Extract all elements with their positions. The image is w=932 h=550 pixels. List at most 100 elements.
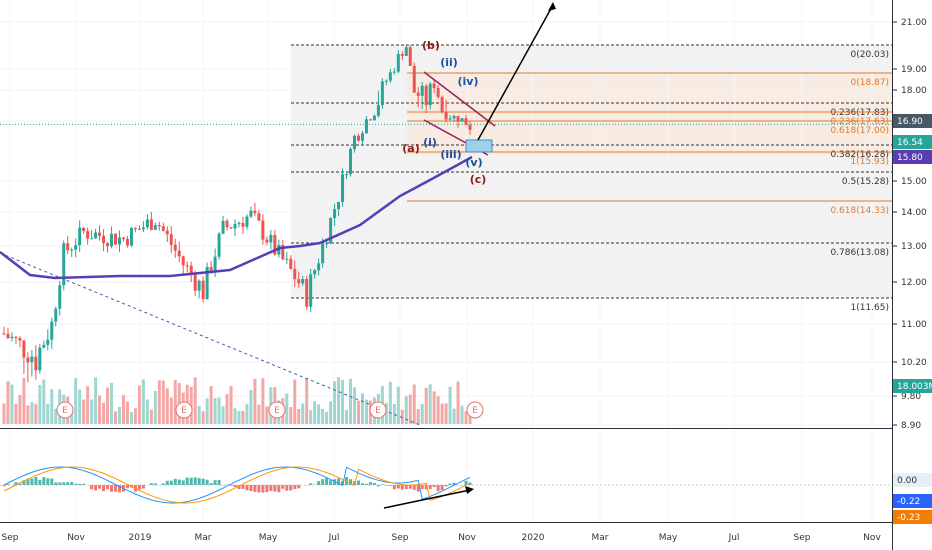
candle-body xyxy=(185,265,189,267)
candle-body xyxy=(201,280,205,300)
macd-zero-badge-text: 0.00 xyxy=(897,476,917,486)
volume-bar xyxy=(213,398,217,424)
candle-body xyxy=(400,54,404,56)
candle-body xyxy=(424,85,428,106)
macd-histogram-bar xyxy=(217,480,221,485)
macd-histogram-bar xyxy=(241,485,245,489)
macd-histogram-bar xyxy=(321,479,325,485)
candle-body xyxy=(345,174,349,176)
candle-body xyxy=(388,72,392,81)
volume-bar xyxy=(189,386,193,424)
macd-histogram-bar xyxy=(141,485,145,489)
candle-body xyxy=(285,258,289,260)
candle-body xyxy=(197,280,201,291)
macd-histogram-bar xyxy=(102,485,106,492)
macd-histogram-bar xyxy=(137,485,141,490)
volume-bar xyxy=(261,378,265,424)
volume-bar xyxy=(456,381,460,424)
wave-label: (iii) xyxy=(440,148,461,161)
earnings-marker[interactable] xyxy=(56,401,74,419)
candle-body xyxy=(42,344,46,348)
macd-histogram-bar xyxy=(289,485,293,491)
volume-bar xyxy=(237,410,241,424)
price-axis[interactable]: 21.0019.0018.0017.0015.0014.0013.0012.00… xyxy=(892,18,927,431)
volume-bar xyxy=(50,389,54,424)
volume-bar xyxy=(313,401,317,424)
macd-histogram-bar xyxy=(416,485,420,492)
volume-bar xyxy=(420,403,424,424)
volume-bar xyxy=(404,396,408,424)
candle-body xyxy=(333,209,337,219)
annotations: (b)(ii)(iv) (a) (i)(iii) (v) (c) xyxy=(0,2,556,426)
candle-body xyxy=(273,234,277,255)
prev-close-badge xyxy=(893,135,932,149)
candle-body xyxy=(384,80,388,82)
macd-zero-badge xyxy=(893,473,932,487)
time-axis[interactable]: Sep Nov 2019 Mar May Jul Sep Nov 2020 Mar May Jul Se… xyxy=(2,533,882,543)
target-box xyxy=(465,139,493,153)
candle-body xyxy=(2,333,6,335)
candle-body xyxy=(265,239,269,243)
macd-histogram-bar xyxy=(205,479,209,485)
ext-level-label: 0.618(14.33) xyxy=(830,206,889,216)
earnings-marker[interactable] xyxy=(268,401,286,419)
earnings-marker[interactable] xyxy=(466,401,484,419)
macd-histogram-bar xyxy=(90,485,94,490)
candle-body xyxy=(329,218,333,244)
macd-histogram-bar xyxy=(185,477,189,485)
volume-bar xyxy=(412,384,416,424)
time-tick-label: Mar xyxy=(592,533,609,543)
earnings-label: E xyxy=(181,406,187,416)
volume-bar xyxy=(78,389,82,424)
candle-body xyxy=(118,237,121,245)
macd-histogram-bar xyxy=(353,481,356,485)
candle-body xyxy=(301,279,305,284)
volume-bar xyxy=(149,409,153,424)
macd-histogram-bar xyxy=(257,485,261,493)
candle-body xyxy=(432,83,436,89)
candle-body xyxy=(125,239,129,246)
candle-body xyxy=(392,71,396,73)
macd-histogram-bar xyxy=(82,483,86,485)
volume-bar xyxy=(400,409,404,424)
macd-pane[interactable] xyxy=(0,430,892,522)
candle-body xyxy=(145,219,149,228)
volume-bar xyxy=(46,403,50,424)
price-tick-label: 15.00 xyxy=(901,177,927,187)
volume-bar xyxy=(229,386,233,424)
candle-body xyxy=(305,279,309,307)
earnings-marker[interactable] xyxy=(175,401,193,419)
macd-histogram-bar xyxy=(6,484,10,485)
candle-body xyxy=(129,228,133,246)
macd-histogram-bar xyxy=(58,482,62,485)
volume-bar xyxy=(321,408,325,424)
candle-body xyxy=(452,116,456,119)
volume-bar xyxy=(38,384,42,424)
candle-body xyxy=(30,356,34,363)
ext-level-label: 1(15.93) xyxy=(850,157,889,167)
volume-bar xyxy=(345,409,349,424)
macd-histogram-bar xyxy=(408,485,412,489)
macd-histogram-bar xyxy=(392,485,396,490)
volume-bar xyxy=(145,399,149,424)
volume-bar xyxy=(201,411,205,424)
volume-bar xyxy=(90,399,94,424)
macd-histogram-bar xyxy=(125,485,129,489)
macd-histogram-bar xyxy=(66,482,70,485)
candle-body xyxy=(133,228,137,230)
volume-bar xyxy=(333,381,337,424)
candle-body xyxy=(66,243,70,251)
earnings-marker[interactable] xyxy=(369,401,387,419)
volume-bar xyxy=(241,410,245,424)
macd-histogram-bar xyxy=(341,480,345,485)
candle-body xyxy=(368,119,372,121)
volume-bar xyxy=(329,401,333,424)
candle-body xyxy=(229,227,233,229)
volume-bar xyxy=(460,405,464,424)
macd-histogram-bar xyxy=(265,485,269,493)
wave-label: (c) xyxy=(470,173,487,186)
candle-body xyxy=(321,244,325,264)
fib-level-label: 0.236(17.83) xyxy=(830,108,889,118)
candle-body xyxy=(149,219,153,230)
